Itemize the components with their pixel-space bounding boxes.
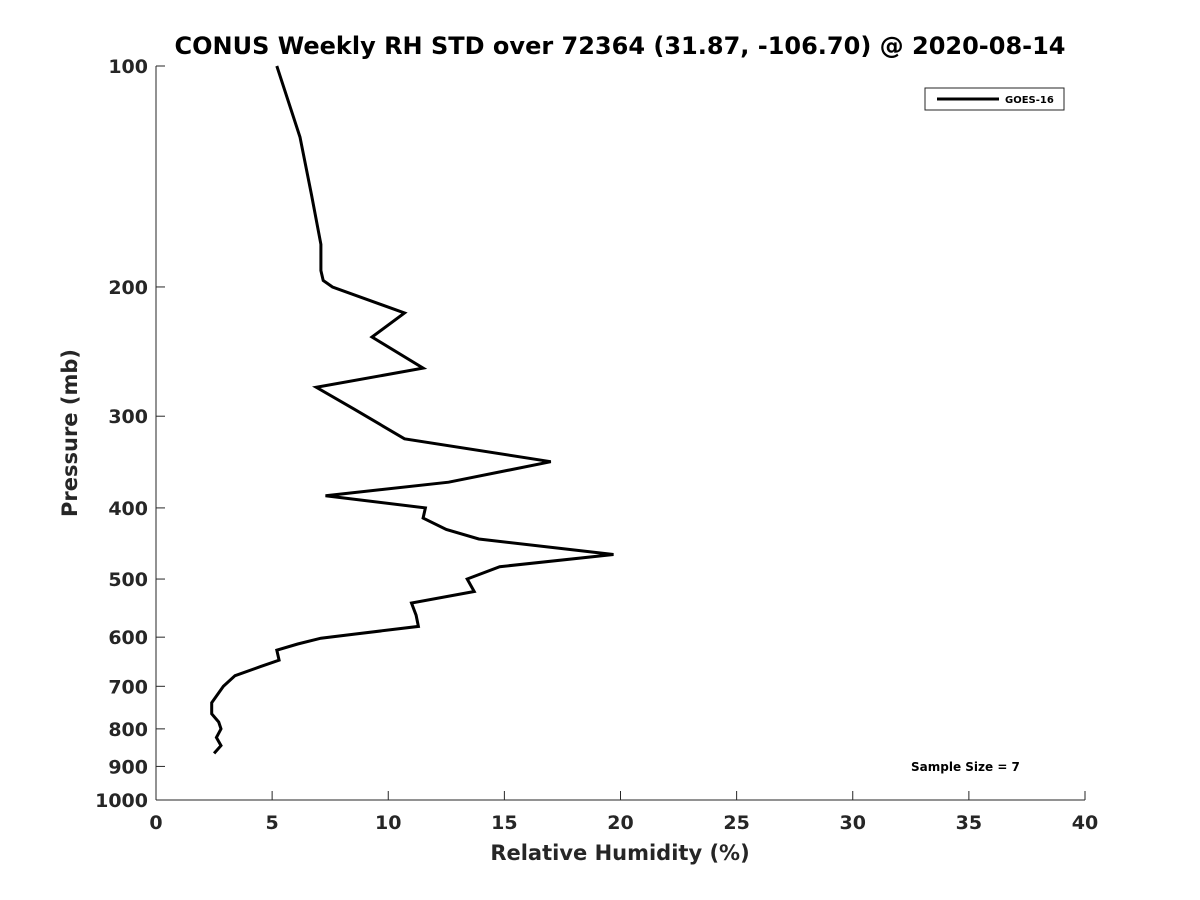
y-tick-label: 700 xyxy=(108,676,148,698)
y-tick-label: 200 xyxy=(108,277,148,299)
x-axis-label: Relative Humidity (%) xyxy=(490,841,749,865)
legend: GOES-16 xyxy=(924,87,1065,111)
sample-size-annotation: Sample Size = 7 xyxy=(911,760,1020,774)
x-tick-label: 30 xyxy=(840,812,866,834)
series-line-goes-16 xyxy=(210,65,614,755)
y-tick-label: 900 xyxy=(108,756,148,778)
y-tick-label: 1000 xyxy=(95,790,148,812)
y-axis-ticks: 100 200 300 400 500 600 700 800 900 1000 xyxy=(95,56,165,812)
y-tick-label: 300 xyxy=(108,406,148,428)
x-tick-label: 0 xyxy=(149,812,162,834)
x-tick-label: 25 xyxy=(723,812,749,834)
y-tick-label: 100 xyxy=(108,56,148,78)
y-tick-label: 800 xyxy=(108,719,148,741)
x-tick-label: 20 xyxy=(607,812,633,834)
x-axis-ticks: 0 5 10 15 20 25 30 35 40 xyxy=(149,791,1098,834)
legend-label-goes-16: GOES-16 xyxy=(1005,95,1054,106)
y-tick-label: 400 xyxy=(108,498,148,520)
x-tick-label: 40 xyxy=(1072,812,1098,834)
y-axis-label: Pressure (mb) xyxy=(58,349,82,517)
x-tick-label: 15 xyxy=(491,812,517,834)
series-layer xyxy=(210,65,614,755)
x-tick-label: 35 xyxy=(956,812,982,834)
x-tick-label: 5 xyxy=(266,812,279,834)
chart-title: CONUS Weekly RH STD over 72364 (31.87, -… xyxy=(174,32,1065,60)
y-tick-label: 600 xyxy=(108,627,148,649)
y-tick-label: 500 xyxy=(108,569,148,591)
x-tick-label: 10 xyxy=(375,812,401,834)
